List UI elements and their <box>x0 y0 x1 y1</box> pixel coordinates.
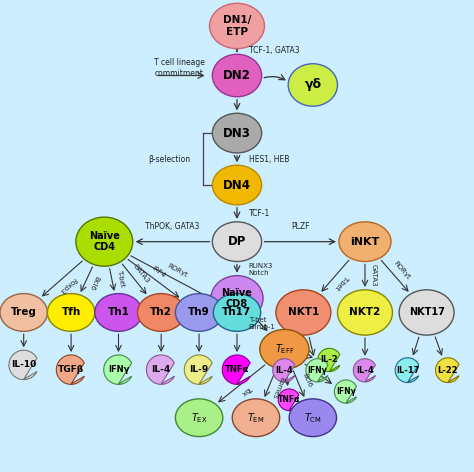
Ellipse shape <box>212 113 262 153</box>
Text: Treg: Treg <box>11 307 36 318</box>
Text: NKT2: NKT2 <box>349 307 381 318</box>
Ellipse shape <box>288 64 337 106</box>
Text: DN2: DN2 <box>223 69 251 82</box>
Text: NKT17: NKT17 <box>409 307 445 318</box>
Text: IL-4: IL-4 <box>152 365 171 374</box>
Text: IL-4: IL-4 <box>275 366 293 375</box>
Ellipse shape <box>76 217 133 266</box>
Text: DN4: DN4 <box>223 178 251 192</box>
Text: TCF-1: TCF-1 <box>249 209 270 218</box>
Text: Naïve
CD4: Naïve CD4 <box>89 231 120 253</box>
Text: DN3: DN3 <box>223 126 251 140</box>
Ellipse shape <box>212 165 262 205</box>
Text: TCF-1, GATA3: TCF-1, GATA3 <box>249 46 300 55</box>
Text: IL-9: IL-9 <box>190 365 209 374</box>
Text: T cell lineage: T cell lineage <box>154 58 205 67</box>
PathPatch shape <box>222 355 250 384</box>
PathPatch shape <box>395 358 419 382</box>
Text: RUNX3
Notch: RUNX3 Notch <box>249 263 273 277</box>
Ellipse shape <box>399 290 454 335</box>
Text: $T_{\rm EX}$: $T_{\rm EX}$ <box>191 411 208 425</box>
PathPatch shape <box>273 359 295 382</box>
Text: IRF4: IRF4 <box>151 265 167 279</box>
Ellipse shape <box>175 399 223 437</box>
Text: Naïve
CD8: Naïve CD8 <box>221 287 253 309</box>
Text: IL-10: IL-10 <box>11 361 36 370</box>
Ellipse shape <box>212 54 262 97</box>
Text: TGFβ: TGFβ <box>58 365 84 374</box>
Text: IFNγ: IFNγ <box>308 366 328 375</box>
Ellipse shape <box>289 399 337 437</box>
Text: Eomes: Eomes <box>271 375 285 399</box>
Text: RORγt: RORγt <box>166 263 188 278</box>
Ellipse shape <box>232 399 280 437</box>
Text: IL-2: IL-2 <box>320 355 338 364</box>
PathPatch shape <box>9 350 37 379</box>
Text: GATA3: GATA3 <box>371 264 376 287</box>
Ellipse shape <box>212 222 262 261</box>
Text: T-bet: T-bet <box>116 269 125 287</box>
Text: DP: DP <box>228 235 246 248</box>
PathPatch shape <box>334 380 356 403</box>
Text: Tox: Tox <box>240 385 253 396</box>
Text: IL-17: IL-17 <box>396 366 419 375</box>
Text: $T_{\rm EM}$: $T_{\rm EM}$ <box>247 411 264 425</box>
Text: IFNγ: IFNγ <box>336 387 356 396</box>
Text: $T_{\rm EFF}$: $T_{\rm EFF}$ <box>274 342 294 356</box>
Ellipse shape <box>47 294 95 331</box>
PathPatch shape <box>436 358 459 382</box>
Text: T-bet: T-bet <box>333 273 349 290</box>
Ellipse shape <box>337 290 392 335</box>
Text: Bcl6: Bcl6 <box>301 372 312 389</box>
Text: ThPOK, GATA3: ThPOK, GATA3 <box>146 222 200 231</box>
Ellipse shape <box>211 276 263 321</box>
PathPatch shape <box>306 359 328 382</box>
Text: β-selection: β-selection <box>149 154 191 164</box>
Text: $T_{\rm CM}$: $T_{\rm CM}$ <box>304 411 322 425</box>
Text: Th1: Th1 <box>108 307 129 318</box>
Ellipse shape <box>0 294 47 331</box>
PathPatch shape <box>184 355 212 384</box>
Ellipse shape <box>339 222 391 261</box>
Text: GATA3: GATA3 <box>132 263 151 285</box>
Text: γδ: γδ <box>304 78 321 92</box>
Text: PLZF: PLZF <box>291 222 310 231</box>
Text: Th9: Th9 <box>188 307 210 318</box>
Text: NKT1: NKT1 <box>288 307 319 318</box>
Ellipse shape <box>260 329 309 369</box>
Text: commitment: commitment <box>155 68 204 78</box>
Text: T-bet
Blimp-1: T-bet Blimp-1 <box>249 317 276 330</box>
PathPatch shape <box>278 389 299 411</box>
Text: L-22: L-22 <box>438 366 458 375</box>
Text: iNKT: iNKT <box>350 236 380 247</box>
Text: IL-4: IL-4 <box>356 366 374 375</box>
Ellipse shape <box>276 290 331 335</box>
Text: RORγt: RORγt <box>392 261 411 281</box>
PathPatch shape <box>146 355 174 384</box>
Text: TNFα: TNFα <box>278 395 301 404</box>
Ellipse shape <box>95 294 142 331</box>
Text: IFNγ: IFNγ <box>108 365 129 374</box>
Ellipse shape <box>175 294 223 331</box>
Ellipse shape <box>210 3 264 49</box>
PathPatch shape <box>104 355 132 384</box>
Ellipse shape <box>213 294 261 331</box>
Text: Th2: Th2 <box>150 307 172 318</box>
Ellipse shape <box>137 294 185 331</box>
Text: TNFα: TNFα <box>225 365 249 374</box>
PathPatch shape <box>318 348 340 371</box>
PathPatch shape <box>353 359 375 382</box>
PathPatch shape <box>56 355 84 384</box>
Text: Foxp3: Foxp3 <box>58 276 77 295</box>
Text: DN1/
ETP: DN1/ ETP <box>223 15 251 37</box>
Text: Th17: Th17 <box>222 307 252 318</box>
Text: HES1, HEB: HES1, HEB <box>249 154 289 164</box>
Text: Tfh: Tfh <box>62 307 81 318</box>
Text: Bcl6: Bcl6 <box>88 275 100 291</box>
